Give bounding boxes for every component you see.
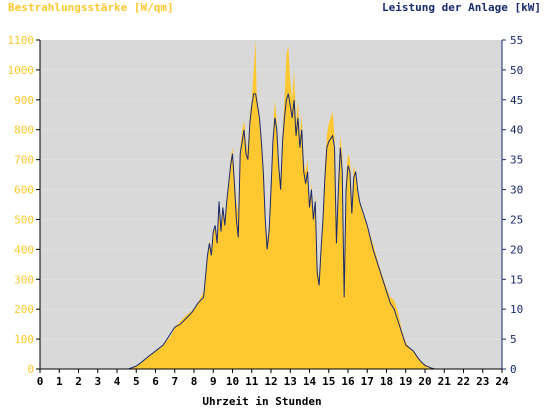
left-tick-label: 700	[14, 154, 34, 167]
x-tick-label: 15	[322, 375, 335, 388]
power-line	[40, 93, 502, 370]
left-tick-label: 500	[14, 213, 34, 226]
right-tick-label: 20	[510, 243, 523, 256]
x-tick-label: 14	[303, 375, 317, 388]
right-tick-label: 10	[510, 303, 523, 316]
right-tick-label: 35	[510, 154, 523, 167]
x-tick-label: 7	[171, 375, 178, 388]
x-tick-label: 21	[438, 375, 452, 388]
x-tick-label: 17	[361, 375, 374, 388]
x-tick-label: 11	[245, 375, 259, 388]
right-tick-label: 40	[510, 124, 523, 137]
left-axis-title: Bestrahlungsstärke [W/qm]	[8, 1, 174, 14]
left-tick-label: 600	[14, 184, 34, 197]
series-layer	[40, 40, 502, 370]
x-tick-label: 4	[114, 375, 121, 388]
right-tick-label: 25	[510, 213, 523, 226]
x-tick-label: 9	[210, 375, 217, 388]
x-tick-label: 10	[226, 375, 239, 388]
x-tick-label: 20	[418, 375, 431, 388]
x-tick-label: 5	[133, 375, 140, 388]
left-tick-label: 0	[27, 363, 34, 376]
right-tick-label: 5	[510, 333, 517, 346]
x-tick-label: 1	[56, 375, 63, 388]
irradiance-area	[40, 40, 502, 369]
right-tick-label: 30	[510, 184, 523, 197]
right-tick-label: 45	[510, 94, 523, 107]
left-tick-label: 200	[14, 303, 34, 316]
x-tick-label: 23	[476, 375, 489, 388]
x-tick-label: 18	[380, 375, 393, 388]
left-axis-ticks: 0 100 200 300 400 500 600 700 800 900 1000 1100	[8, 34, 40, 376]
x-tick-label: 2	[75, 375, 82, 388]
right-tick-label: 55	[510, 34, 523, 47]
left-tick-label: 300	[14, 273, 34, 286]
x-tick-label: 19	[399, 375, 412, 388]
x-tick-label: 13	[284, 375, 297, 388]
right-tick-label: 15	[510, 273, 523, 286]
x-tick-label: 3	[94, 375, 101, 388]
left-tick-label: 1000	[8, 64, 35, 77]
x-axis-title: Uhrzeit in Stunden	[202, 395, 321, 408]
left-tick-label: 900	[14, 94, 34, 107]
left-tick-label: 100	[14, 333, 34, 346]
x-axis-ticks: 0 1 2 3 4 5 6 7 8 9 10 11 12 13 14 15 16 17 18 19 20 21 22 23 24	[37, 369, 509, 388]
x-tick-label: 24	[495, 375, 509, 388]
x-tick-label: 22	[457, 375, 470, 388]
left-tick-label: 1100	[8, 34, 35, 47]
left-tick-label: 800	[14, 124, 34, 137]
right-axis-title: Leistung der Anlage [kW]	[382, 1, 541, 14]
x-tick-label: 12	[264, 375, 277, 388]
right-tick-label: 0	[510, 363, 517, 376]
x-tick-label: 0	[37, 375, 44, 388]
x-tick-label: 6	[152, 375, 159, 388]
right-axis-ticks: 0 5 10 15 20 25 30 35 40 45 50 55	[502, 34, 523, 376]
left-tick-label: 400	[14, 243, 34, 256]
x-tick-label: 8	[191, 375, 198, 388]
right-tick-label: 50	[510, 64, 523, 77]
x-tick-label: 16	[341, 375, 355, 388]
